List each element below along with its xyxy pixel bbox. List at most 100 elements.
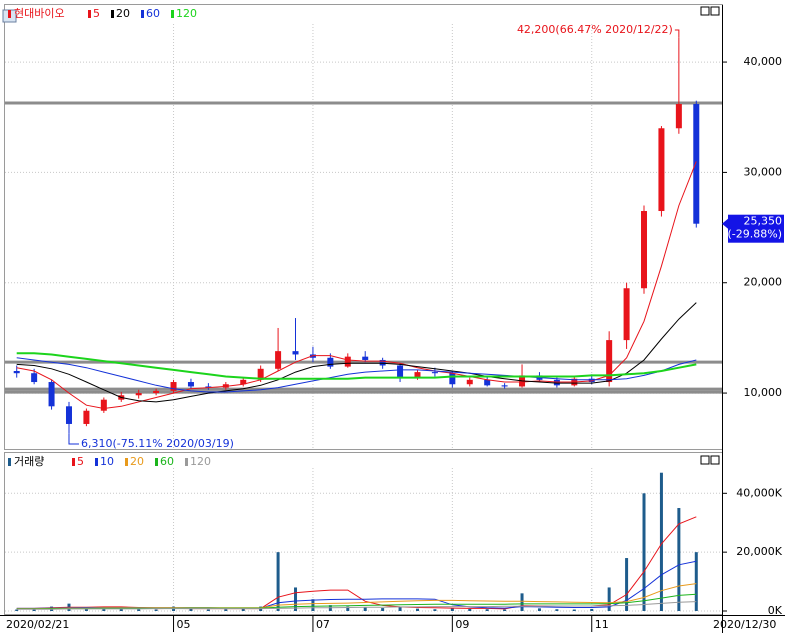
legend-label: 5 bbox=[77, 455, 84, 468]
candle-body bbox=[449, 373, 456, 385]
last-price-change: (-29.88%) bbox=[728, 228, 783, 241]
legend-marker bbox=[8, 458, 11, 466]
volume-bar bbox=[15, 609, 19, 611]
volume-bar bbox=[694, 552, 698, 611]
y-tick-label: 30,000 bbox=[744, 165, 783, 178]
candle-body bbox=[414, 372, 421, 378]
volume-bar bbox=[32, 608, 36, 611]
volume-bar bbox=[503, 609, 507, 611]
candle-body bbox=[135, 393, 142, 396]
candle-body bbox=[292, 351, 299, 355]
last-price-pointer bbox=[722, 218, 728, 229]
legend-marker bbox=[141, 10, 144, 18]
volume-bar bbox=[485, 609, 489, 611]
candle-body bbox=[65, 406, 72, 424]
legend-label: 60 bbox=[146, 7, 160, 20]
candle-body bbox=[623, 288, 630, 341]
legend-marker bbox=[125, 458, 128, 466]
chart-title: 거래량 bbox=[14, 455, 44, 468]
volume-bar bbox=[468, 608, 472, 611]
volume-bar bbox=[154, 609, 158, 611]
x-tick-label: 2020/12/30 bbox=[713, 618, 776, 631]
legend-marker bbox=[111, 10, 114, 18]
volume-bar bbox=[572, 609, 576, 611]
chart-title: 현대바이오 bbox=[14, 7, 65, 20]
legend-marker bbox=[8, 10, 11, 18]
volume-bar bbox=[642, 493, 646, 611]
moving-average bbox=[16, 352, 697, 380]
legend-marker bbox=[72, 458, 75, 466]
candle-body bbox=[327, 357, 334, 367]
volume-bar bbox=[450, 608, 454, 611]
volume-bar bbox=[137, 609, 141, 611]
legend-marker bbox=[155, 458, 158, 466]
y-tick-label: 40,000 bbox=[744, 55, 783, 68]
candle-body bbox=[240, 379, 247, 385]
annotation-arrow bbox=[674, 29, 680, 38]
volume-bar bbox=[224, 609, 228, 611]
candle-body bbox=[100, 399, 107, 411]
y-tick-label: 0K bbox=[768, 604, 783, 617]
volume-bar bbox=[677, 508, 681, 611]
candle-body bbox=[397, 365, 404, 378]
candle-body bbox=[553, 379, 560, 386]
volume-bar bbox=[363, 607, 367, 611]
annotation-arrow bbox=[68, 433, 79, 445]
moving-average bbox=[16, 161, 697, 410]
volume-bar bbox=[398, 606, 402, 611]
y-tick-label: 20,000 bbox=[744, 276, 783, 289]
y-tick-label: 20,000K bbox=[736, 545, 782, 558]
volume-bar bbox=[520, 593, 524, 611]
candle-body bbox=[675, 103, 682, 129]
legend-label: 60 bbox=[160, 455, 174, 468]
annotation: 42,200(66.47% 2020/12/22) bbox=[517, 23, 673, 36]
x-tick-label: 2020/02/21 bbox=[6, 618, 69, 631]
volume-bar bbox=[607, 587, 611, 611]
candle-body bbox=[501, 385, 508, 387]
candle-body bbox=[693, 103, 700, 224]
window-button[interactable] bbox=[700, 455, 710, 465]
close-button[interactable] bbox=[710, 6, 720, 16]
legend-label: 20 bbox=[116, 7, 130, 20]
candle-body bbox=[153, 390, 160, 394]
volume-average bbox=[16, 601, 697, 610]
volume-bar bbox=[311, 599, 315, 611]
volume-bar bbox=[346, 606, 350, 611]
x-tick-label: 11 bbox=[595, 618, 609, 631]
legend-label: 20 bbox=[130, 455, 144, 468]
y-tick-label: 10,000 bbox=[744, 386, 783, 399]
candle-body bbox=[606, 340, 613, 383]
window-button[interactable] bbox=[700, 6, 710, 16]
candle-body bbox=[275, 351, 282, 369]
volume-average bbox=[16, 583, 697, 610]
volume-bar bbox=[276, 552, 280, 611]
volume-bar bbox=[625, 558, 629, 611]
legend-label: 10 bbox=[100, 455, 114, 468]
legend-marker bbox=[95, 458, 98, 466]
candle-body bbox=[362, 356, 369, 360]
annotation: 6,310(-75.11% 2020/03/19) bbox=[81, 437, 234, 450]
candle-body bbox=[31, 373, 38, 383]
volume-bar bbox=[206, 609, 210, 611]
candle-body bbox=[431, 372, 438, 374]
close-button[interactable] bbox=[710, 455, 720, 465]
legend-label: 5 bbox=[93, 7, 100, 20]
x-tick-label: 05 bbox=[177, 618, 191, 631]
candle-body bbox=[484, 379, 491, 386]
candle-body bbox=[344, 356, 351, 367]
candle-body bbox=[257, 368, 264, 380]
legend-marker bbox=[185, 458, 188, 466]
legend-marker bbox=[88, 10, 91, 18]
moving-average bbox=[16, 357, 697, 393]
last-price-label: 25,350 bbox=[744, 215, 783, 228]
volume-bar bbox=[659, 472, 663, 611]
x-tick-label: 07 bbox=[316, 618, 330, 631]
candle-body bbox=[466, 379, 473, 385]
candle-body bbox=[658, 128, 665, 212]
volume-bar bbox=[119, 608, 123, 611]
volume-bar bbox=[555, 609, 559, 611]
legend-marker bbox=[171, 10, 174, 18]
volume-bar bbox=[537, 608, 541, 611]
